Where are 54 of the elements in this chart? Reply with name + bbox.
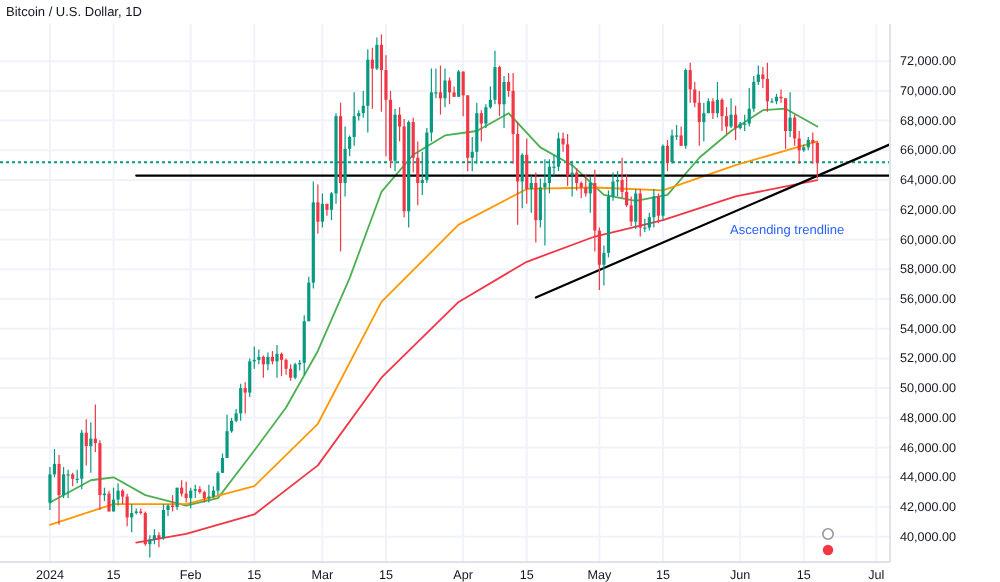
- candlestick: [80, 429, 84, 490]
- candlestick: [161, 503, 166, 541]
- candlestick: [715, 81, 720, 119]
- candlestick: [724, 106, 729, 135]
- candlestick: [443, 67, 447, 108]
- candlestick: [57, 454, 61, 526]
- candlestick: [275, 344, 279, 379]
- candlestick: [125, 493, 129, 527]
- candlestick: [375, 36, 379, 71]
- candlestick: [588, 176, 592, 214]
- candlestick: [529, 174, 533, 214]
- candlestick: [566, 133, 570, 187]
- candlestick: [502, 75, 506, 129]
- candlestick: [734, 105, 738, 141]
- candlestick: [702, 102, 706, 143]
- candlestick: [584, 173, 588, 197]
- candlestick: [457, 69, 461, 98]
- candlestick: [783, 97, 788, 150]
- candlestick: [497, 65, 502, 117]
- candlestick: [66, 469, 70, 499]
- candlestick: [665, 139, 670, 172]
- candlestick: [493, 50, 497, 105]
- candlestick: [697, 90, 701, 147]
- candlestick: [729, 97, 733, 129]
- candlestick: [243, 381, 247, 414]
- candlestick: [534, 172, 538, 244]
- candlestick: [61, 466, 66, 499]
- candlestick: [447, 76, 452, 105]
- candlestick: [239, 383, 243, 422]
- candlestick: [788, 91, 792, 138]
- candlestick: [320, 192, 324, 229]
- candlestick: [615, 170, 620, 197]
- candlestick: [720, 97, 724, 132]
- candlestick: [116, 482, 120, 507]
- candlestick: [84, 418, 88, 466]
- candlestick: [438, 65, 443, 116]
- candlestick: [765, 62, 769, 113]
- candlestick: [279, 351, 284, 377]
- candlestick: [575, 167, 579, 192]
- candlestick: [370, 47, 374, 110]
- candlestick: [711, 97, 715, 120]
- candlestick: [688, 62, 692, 104]
- candlestick: [479, 109, 483, 143]
- candlestick: [679, 125, 683, 147]
- candlestick: [634, 188, 638, 230]
- candlestick: [452, 85, 456, 98]
- candlestick: [525, 137, 529, 205]
- candlestick: [652, 188, 656, 229]
- candlestick: [656, 192, 661, 224]
- candlestick: [620, 157, 624, 199]
- candlestick: [225, 414, 229, 459]
- candlestick: [316, 183, 320, 235]
- candlestick: [638, 188, 642, 238]
- candlestick: [366, 48, 370, 134]
